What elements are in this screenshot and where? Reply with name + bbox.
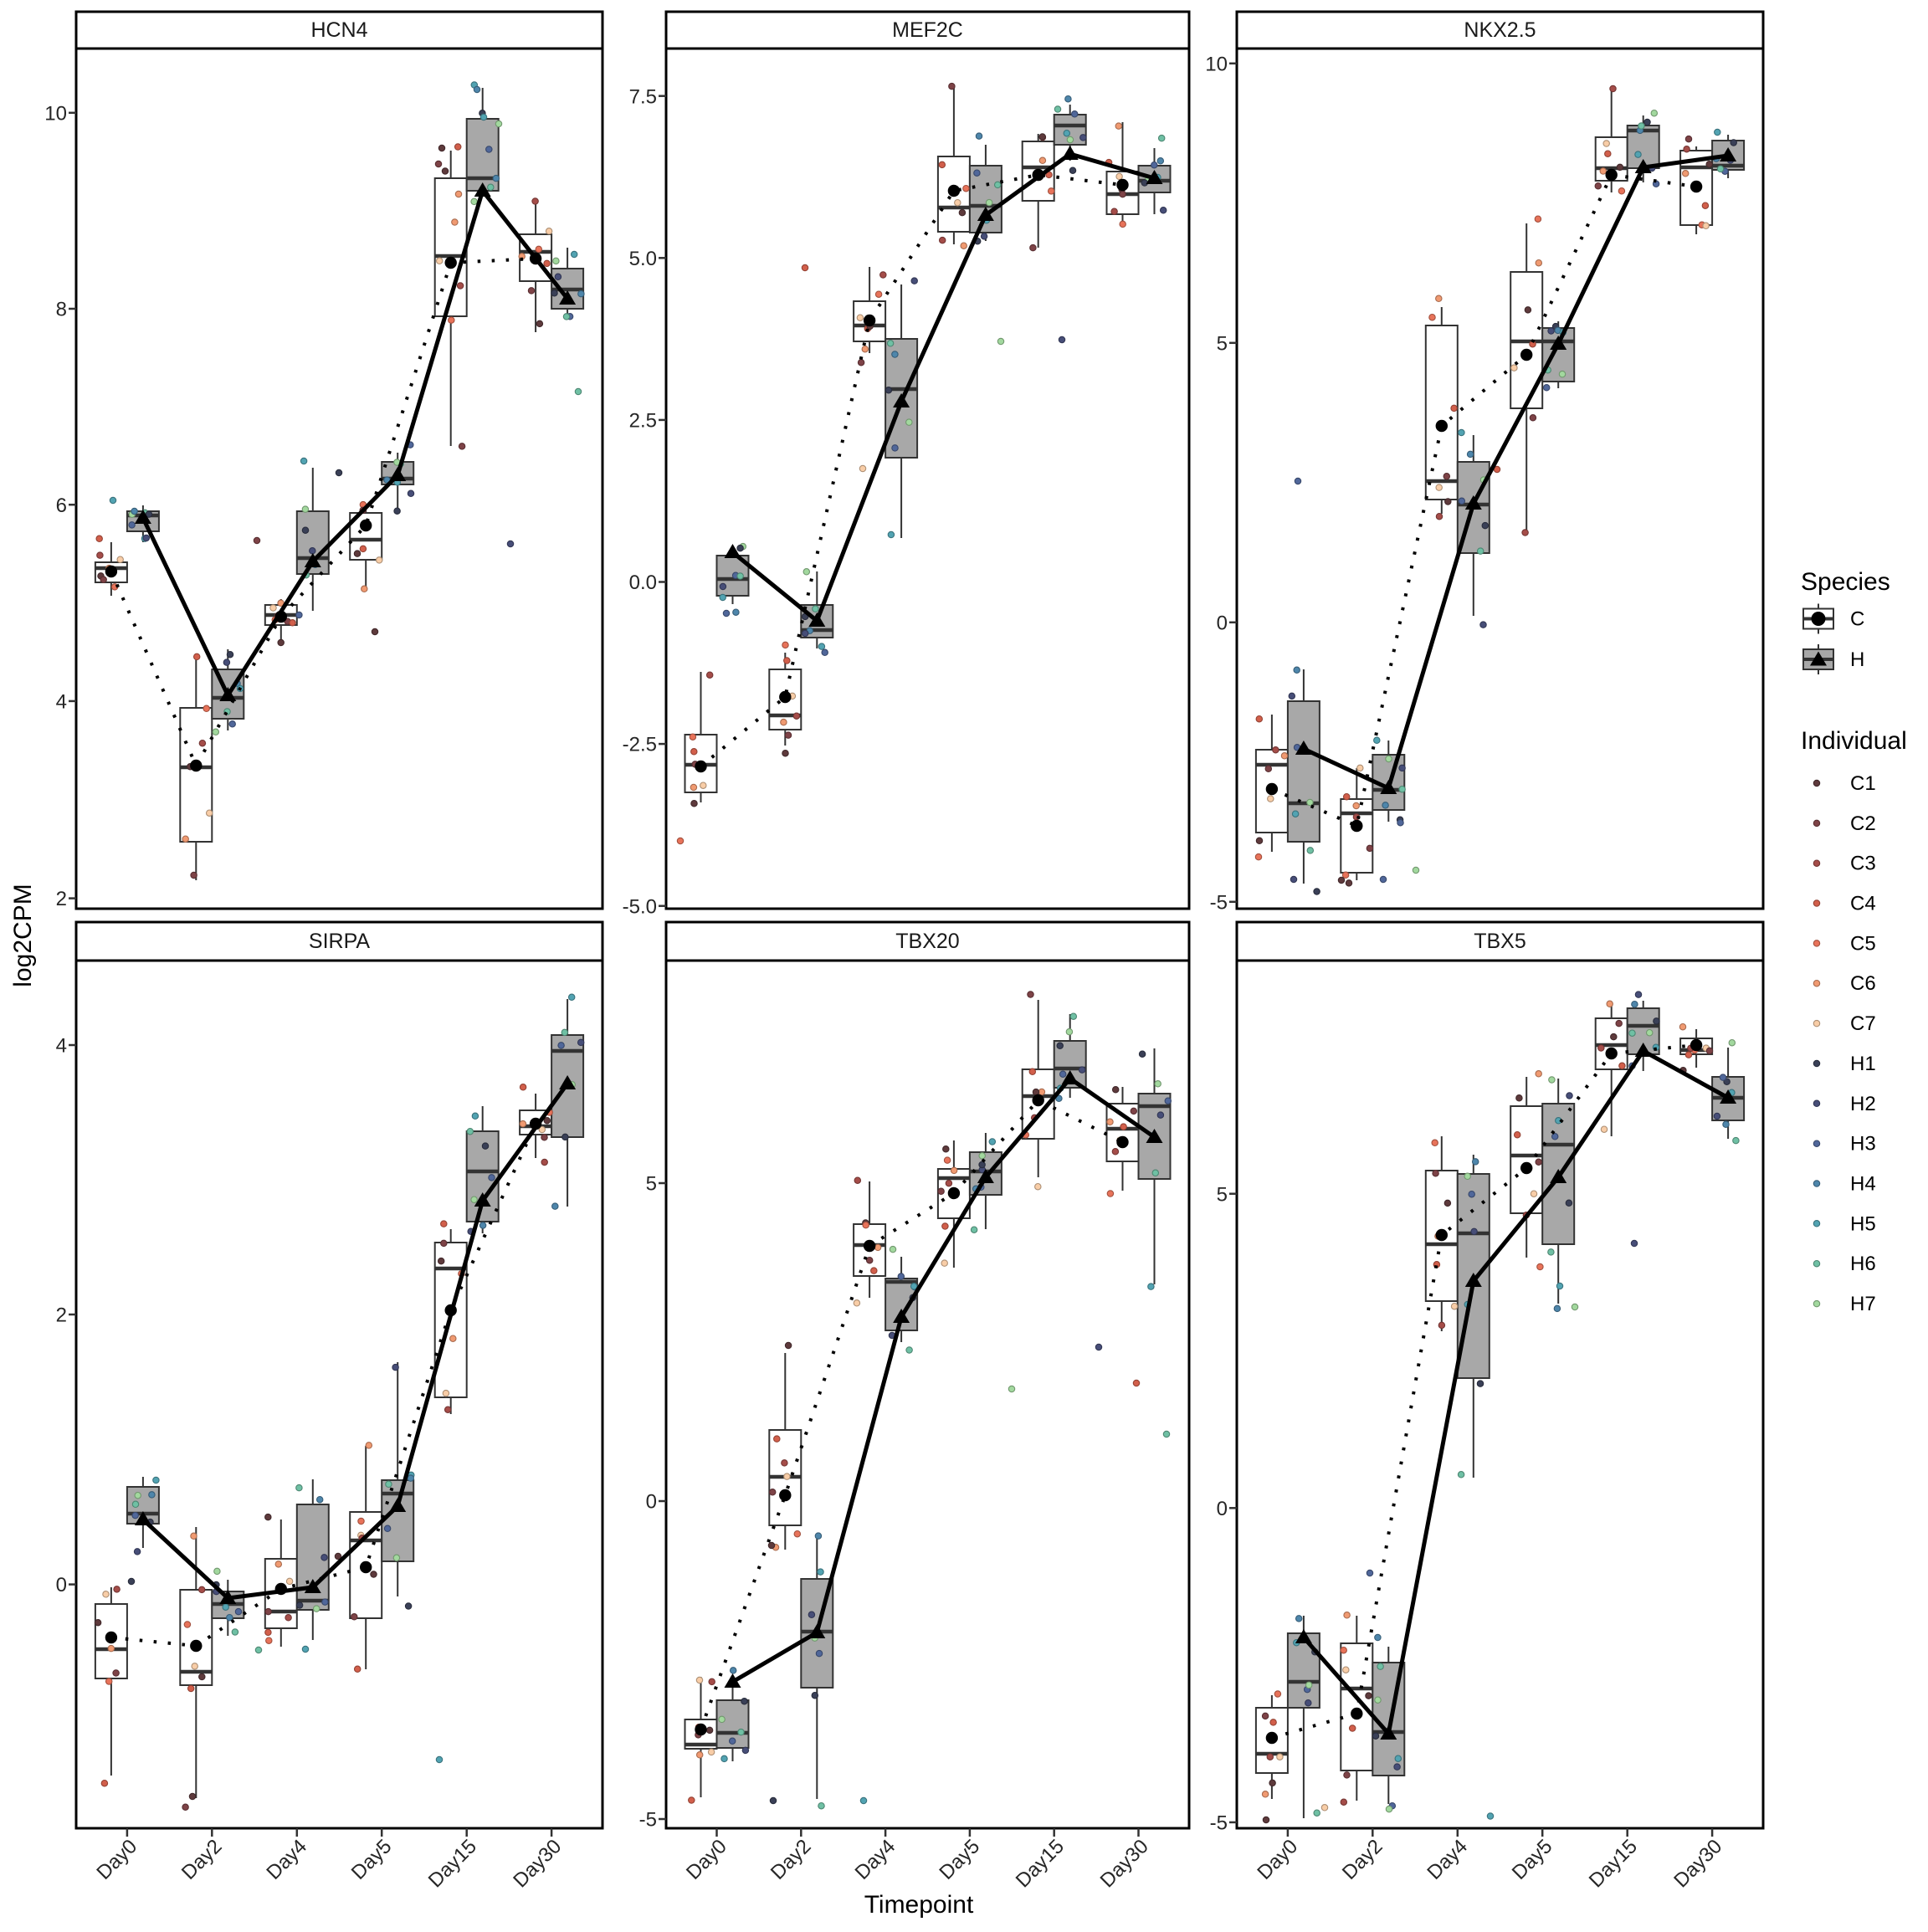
svg-text:C2: C2 bbox=[1850, 812, 1876, 835]
svg-text:C4: C4 bbox=[1850, 893, 1876, 915]
svg-text:Timepoint: Timepoint bbox=[864, 1891, 974, 1919]
svg-text:0: 0 bbox=[56, 1574, 67, 1596]
svg-text:Species: Species bbox=[1801, 568, 1890, 596]
svg-text:H5: H5 bbox=[1850, 1212, 1876, 1235]
svg-text:H6: H6 bbox=[1850, 1253, 1876, 1275]
svg-text:C3: C3 bbox=[1850, 853, 1876, 875]
svg-text:C7: C7 bbox=[1850, 1012, 1876, 1035]
svg-text:5: 5 bbox=[1217, 1183, 1228, 1206]
svg-text:C6: C6 bbox=[1850, 972, 1876, 995]
svg-text:H7: H7 bbox=[1850, 1293, 1876, 1315]
svg-text:H: H bbox=[1850, 648, 1864, 671]
svg-text:6: 6 bbox=[56, 495, 67, 517]
svg-text:0: 0 bbox=[1217, 1498, 1228, 1520]
svg-text:5: 5 bbox=[1217, 332, 1228, 355]
svg-text:MEF2C: MEF2C bbox=[892, 18, 963, 42]
svg-text:10: 10 bbox=[1205, 53, 1228, 75]
svg-text:10: 10 bbox=[44, 102, 67, 125]
svg-text:0.0: 0.0 bbox=[629, 571, 657, 594]
svg-text:7.5: 7.5 bbox=[629, 85, 657, 108]
svg-text:H3: H3 bbox=[1850, 1133, 1876, 1156]
svg-text:H4: H4 bbox=[1850, 1173, 1876, 1196]
svg-text:4: 4 bbox=[56, 1035, 67, 1058]
svg-text:C: C bbox=[1850, 608, 1864, 631]
svg-text:SIRPA: SIRPA bbox=[309, 930, 370, 953]
svg-text:TBX20: TBX20 bbox=[895, 930, 959, 953]
svg-text:2: 2 bbox=[56, 888, 67, 910]
svg-text:TBX5: TBX5 bbox=[1474, 930, 1526, 953]
svg-text:2.5: 2.5 bbox=[629, 410, 657, 433]
svg-text:0: 0 bbox=[1217, 612, 1228, 634]
svg-text:2: 2 bbox=[56, 1304, 67, 1327]
svg-text:4: 4 bbox=[56, 691, 67, 714]
svg-text:-2.5: -2.5 bbox=[623, 734, 657, 756]
svg-text:C5: C5 bbox=[1850, 932, 1876, 955]
svg-text:0: 0 bbox=[646, 1491, 657, 1514]
svg-text:-5: -5 bbox=[639, 1809, 657, 1832]
svg-text:8: 8 bbox=[56, 299, 67, 321]
svg-text:-5.0: -5.0 bbox=[623, 895, 657, 918]
svg-text:H1: H1 bbox=[1850, 1053, 1876, 1075]
svg-text:NKX2.5: NKX2.5 bbox=[1464, 18, 1536, 42]
svg-text:5: 5 bbox=[646, 1173, 657, 1196]
svg-text:C1: C1 bbox=[1850, 772, 1876, 795]
svg-text:-5: -5 bbox=[1210, 891, 1228, 914]
svg-text:5.0: 5.0 bbox=[629, 248, 657, 270]
svg-text:-5: -5 bbox=[1210, 1812, 1228, 1835]
svg-text:log2CPM: log2CPM bbox=[9, 884, 37, 986]
svg-text:HCN4: HCN4 bbox=[310, 18, 367, 42]
svg-text:Individual: Individual bbox=[1801, 727, 1907, 755]
svg-text:H2: H2 bbox=[1850, 1093, 1876, 1115]
